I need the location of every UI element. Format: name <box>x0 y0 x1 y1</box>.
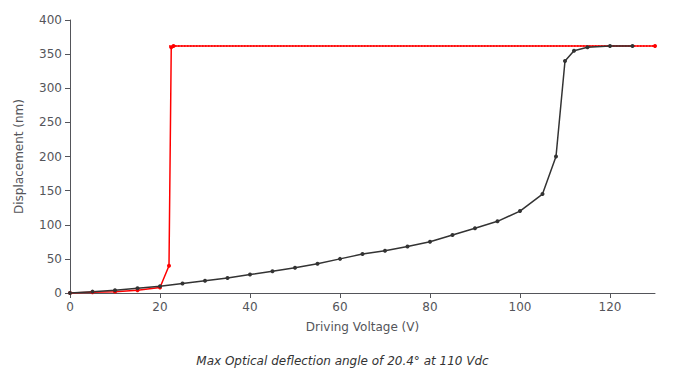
svg-text:Displacement (nm): Displacement (nm) <box>12 99 26 214</box>
svg-text:0: 0 <box>66 300 74 314</box>
svg-text:100: 100 <box>509 300 532 314</box>
svg-text:20: 20 <box>152 300 167 314</box>
svg-text:60: 60 <box>332 300 347 314</box>
svg-text:100: 100 <box>39 218 62 232</box>
svg-text:0: 0 <box>54 286 62 300</box>
svg-text:150: 150 <box>39 184 62 198</box>
svg-text:Driving Voltage (V): Driving Voltage (V) <box>306 320 419 334</box>
svg-text:40: 40 <box>242 300 257 314</box>
svg-text:120: 120 <box>599 300 622 314</box>
svg-text:400: 400 <box>39 13 62 27</box>
svg-text:250: 250 <box>39 115 62 129</box>
svg-text:80: 80 <box>422 300 437 314</box>
svg-text:Max Optical deflection angle o: Max Optical deflection angle of 20.4° at… <box>196 354 489 368</box>
svg-text:50: 50 <box>47 252 62 266</box>
svg-text:300: 300 <box>39 81 62 95</box>
svg-text:200: 200 <box>39 150 62 164</box>
svg-text:350: 350 <box>39 47 62 61</box>
